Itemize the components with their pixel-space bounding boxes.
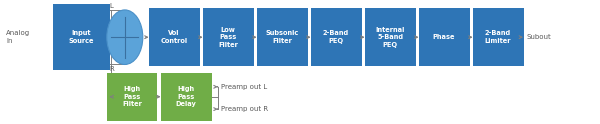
FancyBboxPatch shape <box>149 8 199 66</box>
Text: Internal
5-Band
PEQ: Internal 5-Band PEQ <box>376 27 404 48</box>
Text: 2-Band
PEQ: 2-Band PEQ <box>323 31 349 44</box>
FancyBboxPatch shape <box>107 73 157 121</box>
FancyBboxPatch shape <box>365 8 415 66</box>
Text: Low
Pass
Filter: Low Pass Filter <box>218 27 238 48</box>
FancyBboxPatch shape <box>473 8 523 66</box>
Text: L: L <box>110 3 113 9</box>
Text: Preamp out R: Preamp out R <box>221 106 268 112</box>
Text: Subout: Subout <box>526 34 551 40</box>
Text: Analog
In: Analog In <box>6 31 30 44</box>
FancyBboxPatch shape <box>257 8 308 66</box>
Text: 2-Band
Limiter: 2-Band Limiter <box>485 31 511 44</box>
FancyBboxPatch shape <box>203 8 254 66</box>
Text: High
Pass
Filter: High Pass Filter <box>122 86 142 107</box>
Text: R: R <box>110 66 115 72</box>
Text: Vol
Control: Vol Control <box>160 31 188 44</box>
FancyBboxPatch shape <box>419 8 470 66</box>
Text: Subsonic
Filter: Subsonic Filter <box>265 31 299 44</box>
FancyBboxPatch shape <box>311 8 361 66</box>
Text: Input
Source: Input Source <box>68 31 94 44</box>
FancyBboxPatch shape <box>53 4 110 70</box>
Text: Preamp out L: Preamp out L <box>221 84 267 90</box>
FancyBboxPatch shape <box>161 73 212 121</box>
Ellipse shape <box>107 10 143 64</box>
Text: Phase: Phase <box>433 34 455 40</box>
Text: High
Pass
Delay: High Pass Delay <box>176 86 196 107</box>
